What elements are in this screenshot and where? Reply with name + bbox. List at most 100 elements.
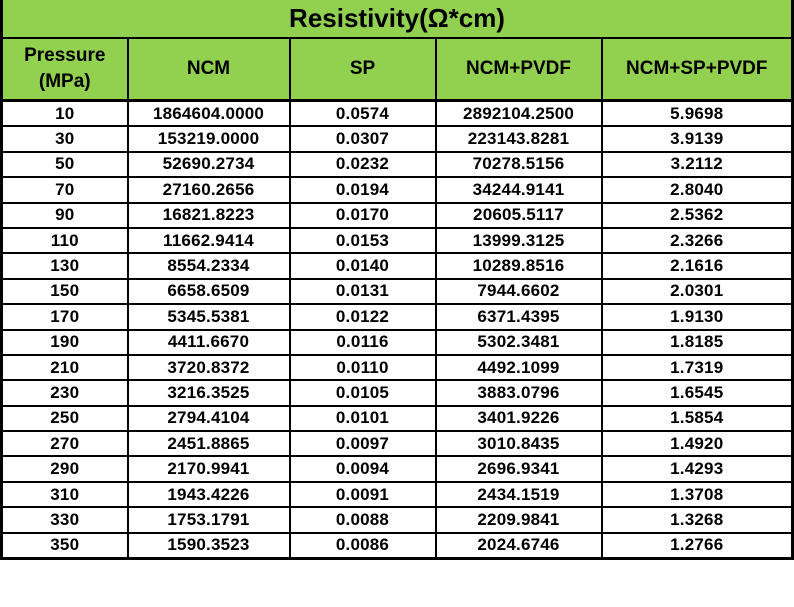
value-cell: 153219.0000 <box>126 125 291 153</box>
value-cell: 0.0086 <box>288 531 437 560</box>
value-cell: 223143.8281 <box>434 125 603 153</box>
value-cell: 20605.5117 <box>434 201 603 229</box>
value-cell: 2434.1519 <box>434 480 603 509</box>
table-title: Resistivity(Ω*cm) <box>0 0 794 39</box>
value-cell: 11662.9414 <box>126 226 291 255</box>
value-cell: 2.3266 <box>600 226 794 255</box>
value-cell: 2451.8865 <box>126 430 291 458</box>
value-cell: 0.0194 <box>288 176 437 204</box>
value-cell: 1.8185 <box>600 328 794 356</box>
table-row: 50 52690.2734 0.0232 70278.5156 3.2112 <box>0 150 794 179</box>
value-cell: 3010.8435 <box>434 430 603 458</box>
pressure-cell: 350 <box>0 531 129 560</box>
value-cell: 0.0170 <box>288 201 437 229</box>
column-header-0: Pressure (MPa) <box>0 37 129 102</box>
value-cell: 16821.8223 <box>126 201 291 229</box>
column-header-1: NCM <box>126 37 291 102</box>
table-row: 330 1753.1791 0.0088 2209.9841 1.3268 <box>0 506 794 534</box>
pressure-cell: 30 <box>0 125 129 153</box>
value-cell: 70278.5156 <box>434 150 603 179</box>
table-row: 90 16821.8223 0.0170 20605.5117 2.5362 <box>0 201 794 229</box>
value-cell: 0.0105 <box>288 379 437 407</box>
table-row: 310 1943.4226 0.0091 2434.1519 1.3708 <box>0 480 794 509</box>
value-cell: 10289.8516 <box>434 252 603 280</box>
table-row: 290 2170.9941 0.0094 2696.9341 1.4293 <box>0 455 794 483</box>
value-cell: 0.0116 <box>288 328 437 356</box>
table-row: 110 11662.9414 0.0153 13999.3125 2.3266 <box>0 226 794 255</box>
value-cell: 1.3708 <box>600 480 794 509</box>
table-row: 270 2451.8865 0.0097 3010.8435 1.4920 <box>0 430 794 458</box>
value-cell: 4492.1099 <box>434 353 603 382</box>
value-cell: 34244.9141 <box>434 176 603 204</box>
value-cell: 1.4920 <box>600 430 794 458</box>
table-title-row: Resistivity(Ω*cm) <box>0 0 794 39</box>
value-cell: 3.9139 <box>600 125 794 153</box>
value-cell: 5302.3481 <box>434 328 603 356</box>
value-cell: 3401.9226 <box>434 404 603 433</box>
pressure-cell: 110 <box>0 226 129 255</box>
table-row: 150 6658.6509 0.0131 7944.6602 2.0301 <box>0 277 794 306</box>
value-cell: 0.0094 <box>288 455 437 483</box>
table-row: 230 3216.3525 0.0105 3883.0796 1.6545 <box>0 379 794 407</box>
table-row: 10 1864604.0000 0.0574 2892104.2500 5.9698 <box>0 99 794 128</box>
table-body: 10 1864604.0000 0.0574 2892104.2500 5.9698 30… <box>0 99 794 560</box>
pressure-cell: 270 <box>0 430 129 458</box>
value-cell: 0.0122 <box>288 303 437 331</box>
pressure-cell: 290 <box>0 455 129 483</box>
value-cell: 0.0097 <box>288 430 437 458</box>
value-cell: 2892104.2500 <box>434 99 603 128</box>
value-cell: 6371.4395 <box>434 303 603 331</box>
pressure-cell: 310 <box>0 480 129 509</box>
value-cell: 0.0091 <box>288 480 437 509</box>
value-cell: 1.6545 <box>600 379 794 407</box>
value-cell: 5345.5381 <box>126 303 291 331</box>
value-cell: 2.1616 <box>600 252 794 280</box>
value-cell: 3.2112 <box>600 150 794 179</box>
value-cell: 7944.6602 <box>434 277 603 306</box>
column-header-row: Pressure (MPa) NCM SP NCM+PVDF NCM+SP+PVDF <box>0 37 794 102</box>
value-cell: 52690.2734 <box>126 150 291 179</box>
value-cell: 2.8040 <box>600 176 794 204</box>
value-cell: 1753.1791 <box>126 506 291 534</box>
table-row: 130 8554.2334 0.0140 10289.8516 2.1616 <box>0 252 794 280</box>
value-cell: 0.0232 <box>288 150 437 179</box>
value-cell: 0.0088 <box>288 506 437 534</box>
resistivity-table: Resistivity(Ω*cm) Pressure (MPa) NCM SP NCM… <box>0 0 794 561</box>
table-row: 210 3720.8372 0.0110 4492.1099 1.7319 <box>0 353 794 382</box>
value-cell: 3883.0796 <box>434 379 603 407</box>
value-cell: 2696.9341 <box>434 455 603 483</box>
value-cell: 1.9130 <box>600 303 794 331</box>
table-row: 350 1590.3523 0.0086 2024.6746 1.2766 <box>0 531 794 560</box>
value-cell: 1943.4226 <box>126 480 291 509</box>
pressure-cell: 250 <box>0 404 129 433</box>
value-cell: 27160.2656 <box>126 176 291 204</box>
value-cell: 2170.9941 <box>126 455 291 483</box>
pressure-cell: 50 <box>0 150 129 179</box>
value-cell: 1.2766 <box>600 531 794 560</box>
value-cell: 1590.3523 <box>126 531 291 560</box>
pressure-cell: 190 <box>0 328 129 356</box>
column-header-2: SP <box>288 37 437 102</box>
pressure-cell: 330 <box>0 506 129 534</box>
value-cell: 1.4293 <box>600 455 794 483</box>
value-cell: 3216.3525 <box>126 379 291 407</box>
value-cell: 3720.8372 <box>126 353 291 382</box>
value-cell: 0.0153 <box>288 226 437 255</box>
value-cell: 2209.9841 <box>434 506 603 534</box>
value-cell: 0.0140 <box>288 252 437 280</box>
value-cell: 2794.4104 <box>126 404 291 433</box>
value-cell: 8554.2334 <box>126 252 291 280</box>
column-header-4: NCM+SP+PVDF <box>600 37 794 102</box>
pressure-cell: 170 <box>0 303 129 331</box>
table-row: 70 27160.2656 0.0194 34244.9141 2.8040 <box>0 176 794 204</box>
value-cell: 6658.6509 <box>126 277 291 306</box>
value-cell: 1.3268 <box>600 506 794 534</box>
table-row: 190 4411.6670 0.0116 5302.3481 1.8185 <box>0 328 794 356</box>
value-cell: 1.7319 <box>600 353 794 382</box>
value-cell: 2.0301 <box>600 277 794 306</box>
value-cell: 0.0307 <box>288 125 437 153</box>
value-cell: 0.0131 <box>288 277 437 306</box>
pressure-cell: 70 <box>0 176 129 204</box>
value-cell: 1864604.0000 <box>126 99 291 128</box>
